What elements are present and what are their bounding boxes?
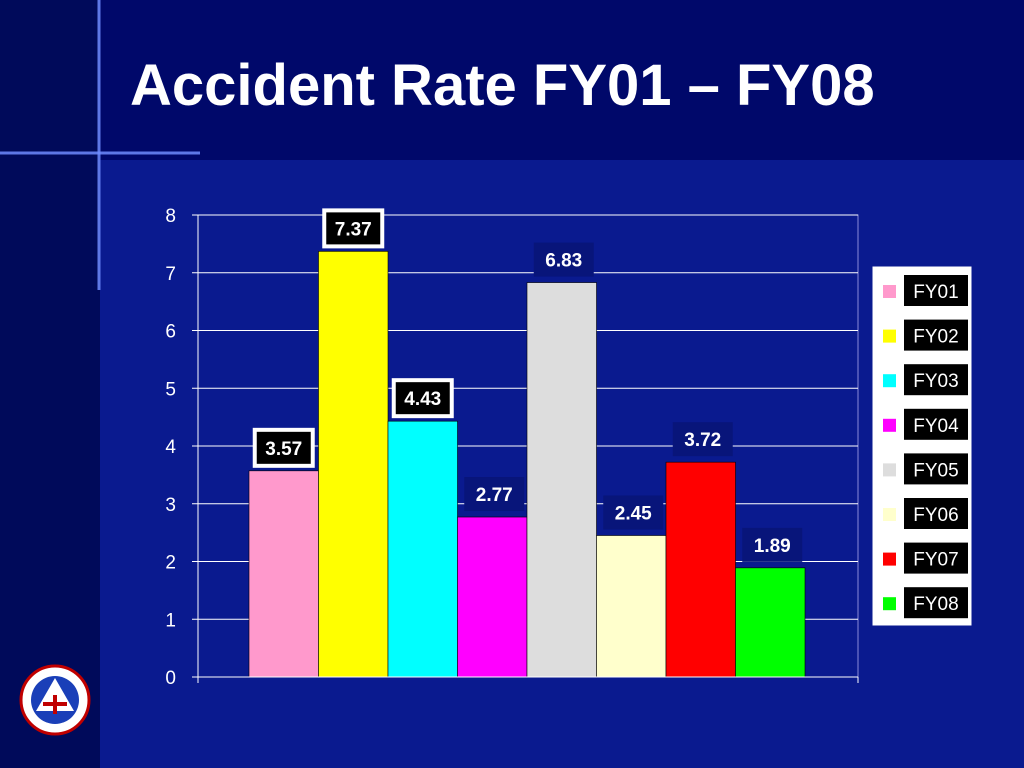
data-label-fy06: 2.45 [615, 504, 652, 525]
header-band [0, 0, 1024, 160]
bar-fy05 [526, 282, 597, 678]
data-label-box [533, 242, 594, 277]
data-label-fy01: 3.57 [265, 439, 302, 460]
legend-swatch-fy05 [883, 463, 896, 477]
y-tick-label: 6 [165, 322, 176, 343]
y-tick-label: 7 [165, 264, 176, 285]
legend-label-fy03: FY03 [913, 371, 958, 392]
legend-label-box [904, 542, 968, 574]
data-label-fy05: 6.83 [545, 251, 582, 272]
legend-label-fy06: FY06 [913, 505, 958, 526]
data-label-box [256, 431, 311, 464]
legend-label-fy04: FY04 [913, 416, 959, 437]
y-tick-label: 8 [165, 206, 176, 227]
data-label-box [672, 422, 733, 457]
data-label-box [464, 477, 525, 512]
y-tick-label: 4 [165, 437, 176, 458]
legend-label-fy07: FY07 [913, 550, 958, 571]
bar-fy02 [318, 251, 389, 678]
data-label-box [326, 212, 381, 245]
legend: FY01 FY02 FY03 FY04 FY05 FY06 FY07 FY08 [872, 266, 972, 626]
legend-swatch-fy06 [883, 508, 896, 521]
y-tick-label: 5 [165, 379, 176, 400]
data-label-fy03: 4.43 [404, 389, 441, 410]
bar-fy04 [457, 516, 528, 678]
legend-label-box [904, 275, 968, 306]
civil-air-patrol-logo [19, 664, 91, 736]
legend-label-box [904, 498, 968, 529]
data-label-box [395, 382, 450, 415]
y-tick-label: 2 [165, 553, 176, 574]
legend-swatch-fy08 [883, 597, 896, 611]
legend-swatch-fy04 [883, 418, 896, 432]
bar-fy07 [665, 461, 736, 678]
data-label-box [603, 495, 664, 530]
legend-label-fy05: FY05 [913, 460, 958, 481]
legend-swatch-fy07 [883, 552, 896, 566]
data-label-fy08: 1.89 [754, 536, 791, 557]
bar-fy01 [248, 470, 319, 678]
data-label-fy07: 3.72 [684, 430, 721, 451]
legend-label-box [904, 319, 968, 351]
bar-fy03 [387, 420, 458, 678]
legend-swatch-fy01 [883, 285, 896, 298]
bar-fy06 [596, 535, 667, 678]
bar-fy08 [735, 567, 806, 678]
y-tick-label: 1 [165, 610, 176, 631]
bars-layer [248, 251, 806, 678]
legend-label-box [904, 364, 968, 396]
y-tick-label: 0 [165, 668, 176, 689]
legend-label-fy01: FY01 [913, 282, 958, 303]
data-labels-layer: 3.57 7.37 4.43 2.77 6.83 2.45 3.72 1.89 [252, 208, 803, 562]
legend-swatch-fy02 [883, 329, 896, 343]
left-band [0, 0, 100, 768]
y-axis-ticks: 0 1 2 3 4 5 6 7 8 [165, 206, 859, 689]
y-tick-label: 3 [165, 495, 176, 516]
data-label-fy02: 7.37 [335, 219, 372, 240]
legend-label-fy08: FY08 [913, 594, 958, 615]
legend-label-box [904, 587, 968, 619]
legend-label-fy02: FY02 [913, 327, 958, 348]
legend-swatch-fy03 [883, 374, 896, 388]
legend-label-box [904, 453, 968, 485]
data-label-box [742, 527, 803, 562]
legend-label-box [904, 408, 968, 440]
data-label-fy04: 2.77 [476, 485, 513, 506]
slide-title: Accident Rate FY01 – FY08 [130, 53, 875, 118]
